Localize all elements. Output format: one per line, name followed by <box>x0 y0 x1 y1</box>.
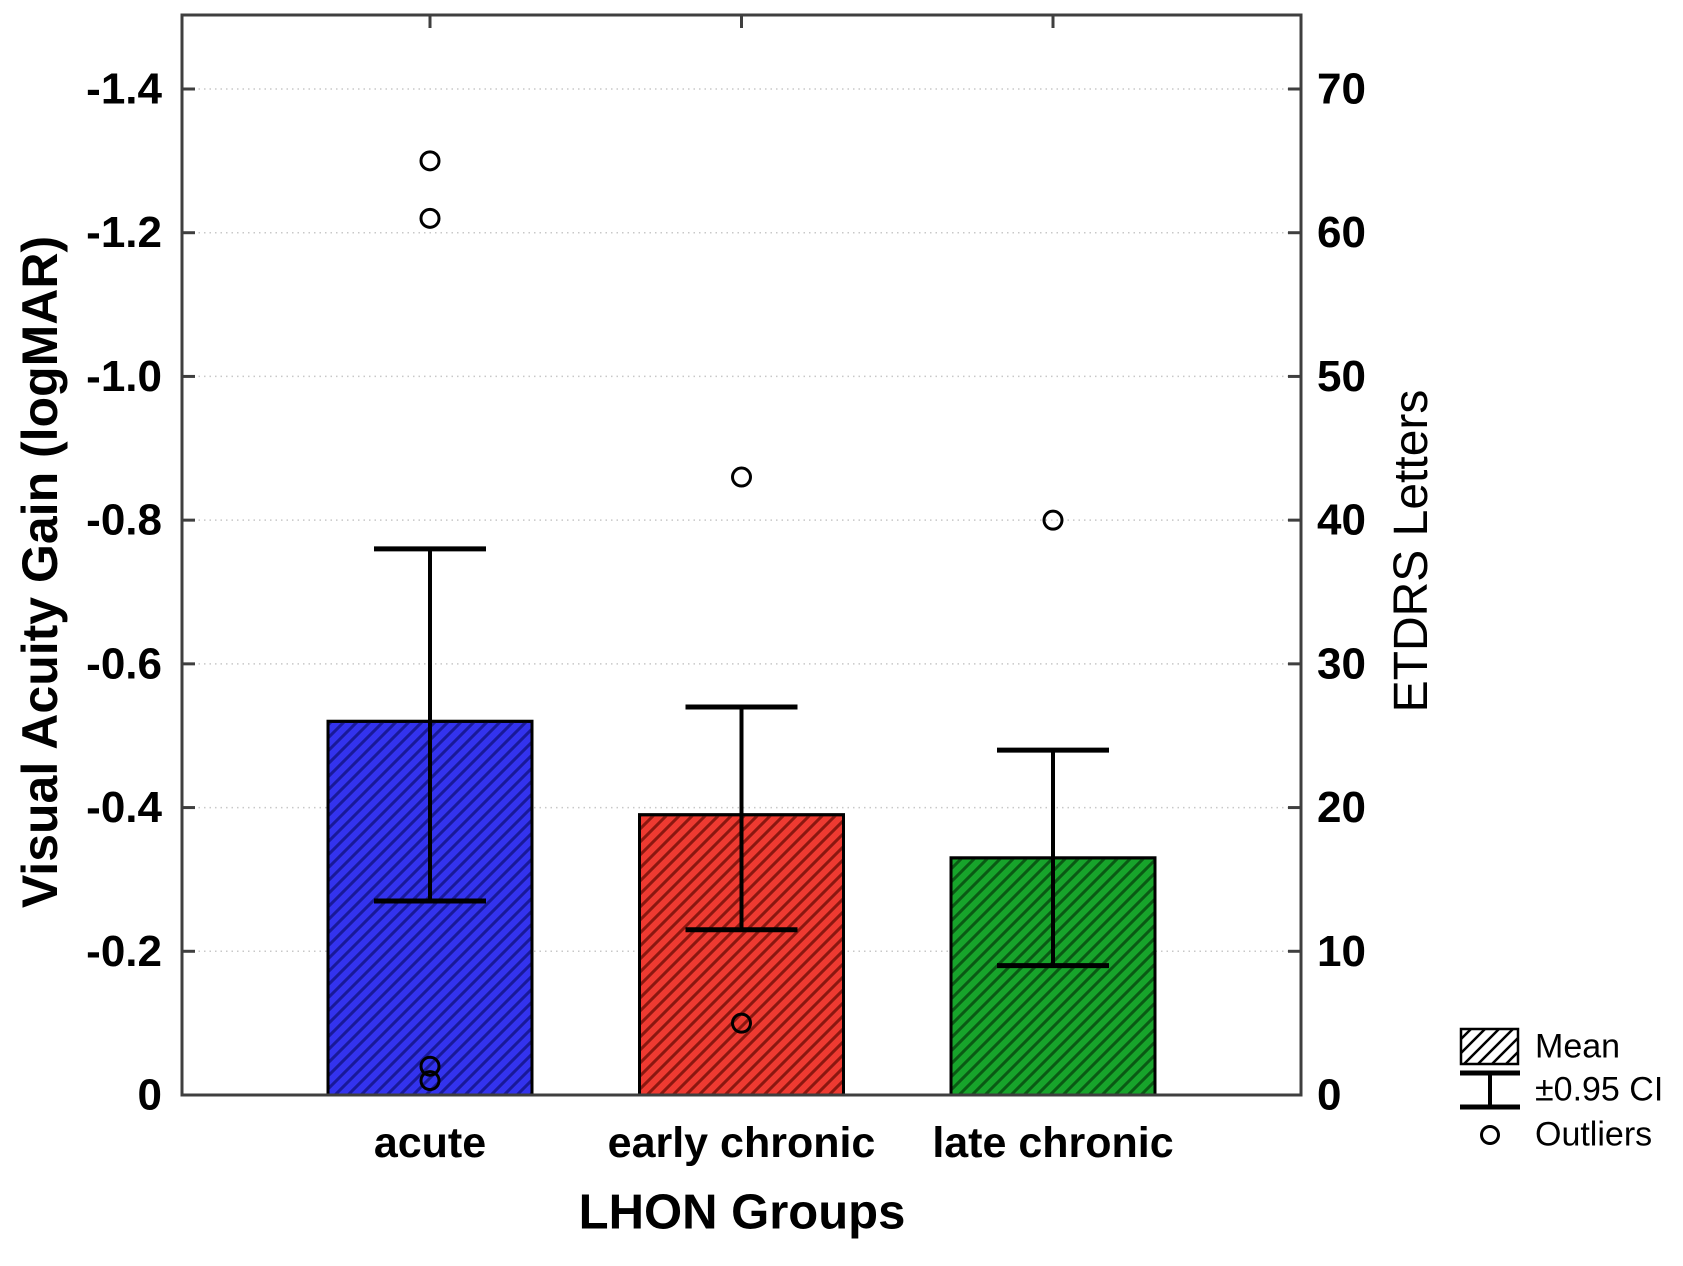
right-tick-label: 20 <box>1317 783 1366 832</box>
left-tick-label: -1.4 <box>86 65 162 114</box>
outlier-point <box>419 1055 441 1077</box>
category-label-early-chronic: early chronic <box>608 1119 876 1167</box>
right-tick-label: 60 <box>1317 208 1366 257</box>
right-tick-label: 40 <box>1317 496 1366 545</box>
left-axis-title: Visual Acuity Gain (logMAR) <box>12 235 68 909</box>
legend-error-bar-icon <box>1460 1070 1520 1110</box>
right-tick-label: 30 <box>1317 639 1366 688</box>
outlier-point <box>419 150 441 172</box>
left-tick-label: -1.2 <box>86 208 162 257</box>
legend-mean-hatch-icon <box>1459 1027 1520 1066</box>
right-tick-label: 10 <box>1317 927 1366 976</box>
outlier-point <box>1042 509 1064 531</box>
right-tick-label: 0 <box>1317 1071 1341 1120</box>
outlier-point <box>731 1012 752 1034</box>
category-label-acute: acute <box>374 1119 486 1167</box>
left-tick-label: -0.8 <box>86 496 162 545</box>
legend-label-ci: ±0.95 CI <box>1535 1070 1664 1109</box>
outlier-point <box>419 1070 441 1092</box>
left-tick-label: -0.4 <box>86 783 162 832</box>
legend-outlier-circle-icon <box>1480 1125 1500 1145</box>
right-axis-title: ETDRS Letters <box>1385 389 1438 713</box>
left-tick-label: 0 <box>138 1071 162 1120</box>
right-tick-label: 50 <box>1317 352 1366 401</box>
outlier-point <box>419 207 441 229</box>
left-tick-label: -0.2 <box>86 927 162 976</box>
legend-label-outliers: Outliers <box>1535 1115 1653 1154</box>
outlier-point <box>731 466 752 488</box>
x-axis-title: LHON Groups <box>578 1185 906 1240</box>
legend-label-mean: Mean <box>1535 1027 1621 1066</box>
category-label-late-chronic: late chronic <box>932 1119 1173 1167</box>
left-tick-label: -0.6 <box>86 639 162 688</box>
right-tick-label: 70 <box>1317 65 1366 114</box>
left-tick-label: -1.0 <box>86 352 162 401</box>
